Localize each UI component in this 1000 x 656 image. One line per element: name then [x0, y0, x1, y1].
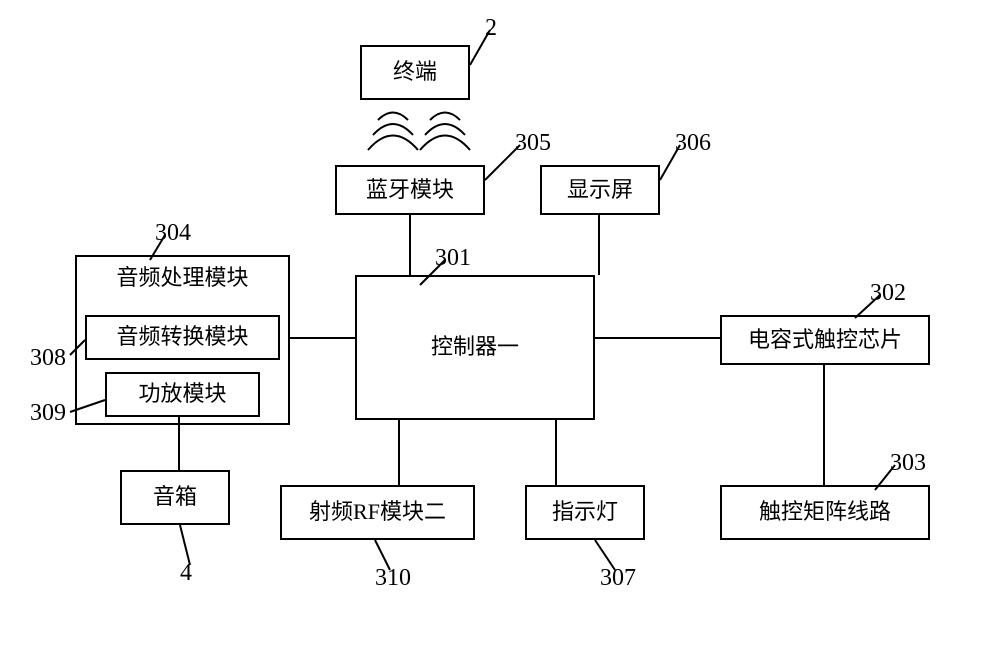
node-cap-touch: 电容式触控芯片	[720, 315, 930, 365]
node-led-label: 指示灯	[548, 499, 622, 525]
node-rf: 射频RF模块二	[280, 485, 475, 540]
node-display-label: 显示屏	[563, 177, 637, 203]
diagram-canvas: 终端 蓝牙模块 显示屏 音频处理模块 音频转换模块 功放模块 控制器一 电容式触…	[0, 0, 1000, 656]
node-bluetooth-label: 蓝牙模块	[362, 177, 458, 203]
node-display: 显示屏	[540, 165, 660, 215]
callout-audio-conv: 308	[30, 345, 66, 372]
callout-rf: 310	[375, 565, 411, 592]
callout-led: 307	[600, 565, 636, 592]
edge-audioconv-controller	[290, 337, 355, 339]
edge-pa-speaker	[178, 417, 180, 470]
callout-controller: 301	[435, 245, 471, 272]
node-touch-matrix-label: 触控矩阵线路	[755, 499, 895, 525]
edge-bluetooth-controller	[409, 215, 411, 275]
node-cap-touch-label: 电容式触控芯片	[744, 327, 906, 353]
node-led: 指示灯	[525, 485, 645, 540]
wireless-waves-icon	[368, 113, 470, 151]
node-terminal: 终端	[360, 45, 470, 100]
node-audio-conv: 音频转换模块	[85, 315, 280, 360]
node-speaker: 音箱	[120, 470, 230, 525]
node-rf-label: 射频RF模块二	[305, 499, 450, 525]
callout-audio-proc: 304	[155, 220, 191, 247]
callout-terminal: 2	[485, 15, 497, 42]
node-speaker-label: 音箱	[149, 484, 201, 510]
node-pa-label: 功放模块	[134, 381, 230, 407]
leader-speaker	[180, 525, 190, 565]
node-controller: 控制器一	[355, 275, 595, 420]
node-touch-matrix: 触控矩阵线路	[720, 485, 930, 540]
callout-touch-matrix: 303	[890, 450, 926, 477]
node-audio-proc-label: 音频处理模块	[112, 265, 252, 291]
node-pa: 功放模块	[105, 372, 260, 417]
callout-speaker: 4	[180, 560, 192, 587]
edge-display-controller	[598, 215, 600, 275]
node-audio-conv-label: 音频转换模块	[112, 324, 252, 350]
node-terminal-label: 终端	[389, 59, 441, 85]
edge-controller-rf	[398, 420, 400, 485]
callout-pa: 309	[30, 400, 66, 427]
callout-display: 306	[675, 130, 711, 157]
edge-controller-captouch	[595, 337, 720, 339]
callout-bluetooth: 305	[515, 130, 551, 157]
node-controller-label: 控制器一	[427, 334, 523, 360]
edge-captouch-touchmatrix	[823, 365, 825, 485]
callout-cap-touch: 302	[870, 280, 906, 307]
edge-controller-led	[555, 420, 557, 485]
node-bluetooth: 蓝牙模块	[335, 165, 485, 215]
